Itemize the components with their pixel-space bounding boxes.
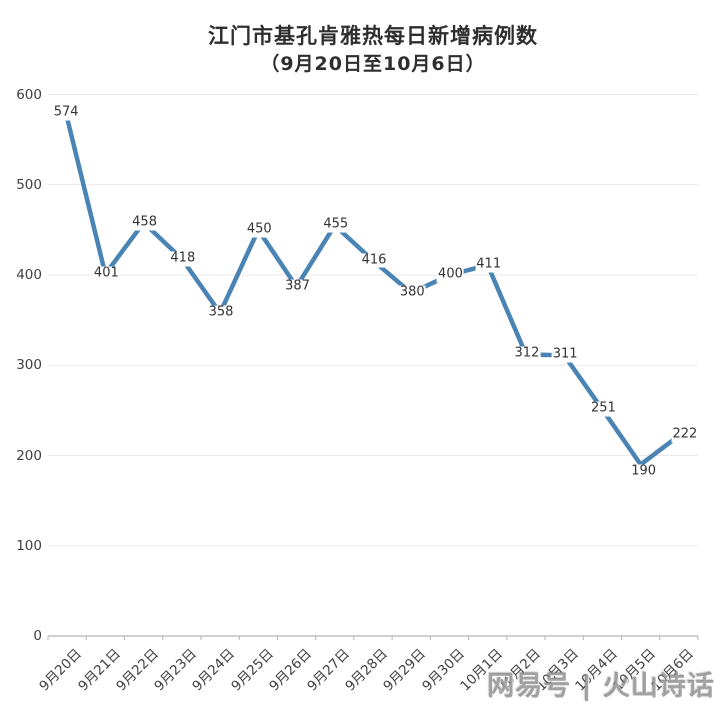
chart-subtitle: （9月20日至10月6日）	[260, 53, 486, 75]
data-label-9月23日: 418	[169, 250, 197, 267]
line-series-daily-cases	[64, 115, 682, 467]
data-label-10月6日: 222	[671, 426, 699, 443]
y-tick-label-100: 100	[16, 537, 42, 554]
data-label-9月27日: 455	[322, 216, 350, 233]
y-tick-label-600: 600	[16, 86, 42, 103]
data-label-9月26日: 387	[284, 278, 311, 295]
y-tick-label-300: 300	[16, 357, 42, 374]
y-tick-label-400: 400	[16, 267, 42, 283]
data-label-9月20日: 574	[52, 104, 80, 121]
data-label-10月3日: 311	[551, 346, 579, 363]
data-label-10月4日: 251	[589, 401, 617, 417]
y-tick-label-500: 500	[16, 176, 42, 193]
data-label-10月2日: 312	[513, 345, 541, 362]
data-label-10月5日: 190	[630, 463, 658, 479]
data-label-9月21日: 401	[92, 265, 120, 282]
data-label-9月25日: 450	[245, 221, 273, 238]
data-label-9月24日: 358	[207, 304, 235, 321]
data-label-9月28日: 416	[360, 252, 388, 269]
y-tick-label-0: 0	[33, 628, 42, 644]
chart-title: 江门市基孔肯雅热每日新增病例数	[208, 24, 538, 48]
y-tick-label-200: 200	[16, 447, 42, 464]
data-label-9月29日: 380	[398, 284, 426, 301]
data-label-10月1日: 411	[475, 256, 503, 273]
data-label-9月22日: 458	[131, 214, 158, 231]
watermark: 网易号 | 火山诗话	[487, 671, 715, 702]
data-label-9月30日: 400	[437, 266, 464, 283]
